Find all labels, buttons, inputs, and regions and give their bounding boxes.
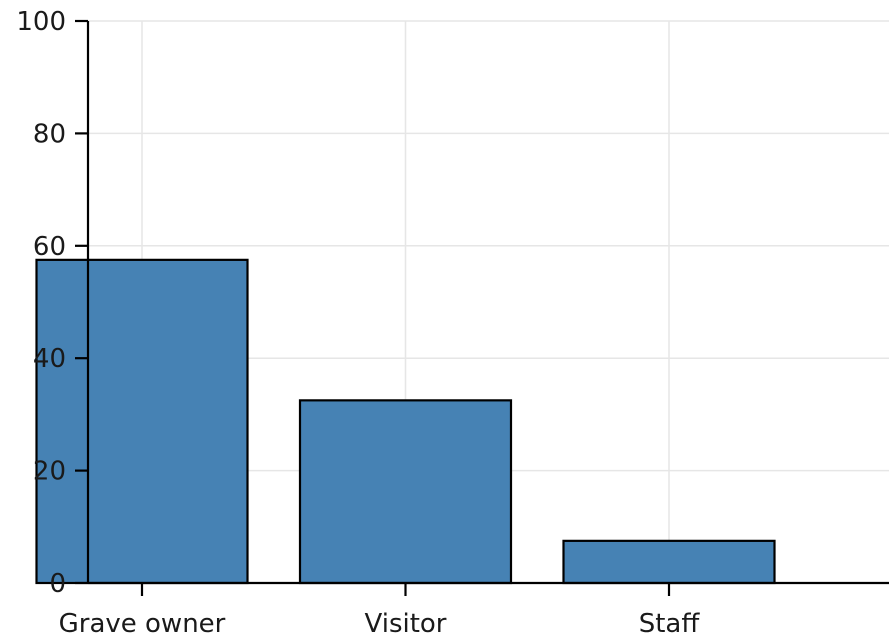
x-tick-label: Grave owner [59,609,226,634]
bar-staff [562,539,776,585]
y-tick-label: 0 [49,569,66,599]
bars [35,258,776,585]
x-tick-label: Staff [639,609,701,634]
ticks [75,19,671,596]
y-tick-label: 40 [33,344,66,374]
y-tick-label: 20 [33,457,66,487]
y-tick-label: 80 [33,119,66,149]
bar-visitor [298,399,513,585]
axes [86,21,889,585]
y-tick-label: 100 [16,7,66,37]
y-tick-label: 60 [33,232,66,262]
tick-labels: 0 20 40 60 80 100 Grave owner Visitor Staff [16,7,700,634]
bar-grave-owner [35,258,249,585]
x-tick-label: Visitor [365,609,447,634]
